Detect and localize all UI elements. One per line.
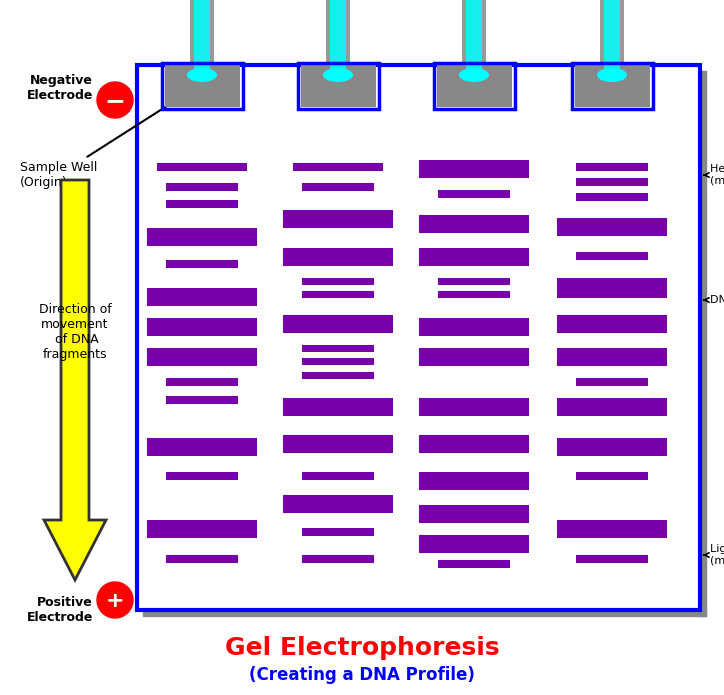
Bar [438,560,510,568]
Text: Positive
Electrode: Positive Electrode [27,596,93,624]
Text: Gel Electrophoresis: Gel Electrophoresis [224,636,500,660]
Bar [302,528,374,536]
Bar [557,520,667,538]
Bar [298,63,379,109]
Bar [419,505,529,523]
Bar [302,291,374,298]
Bar [194,0,210,70]
Text: Direction of
movement
 of DNA
fragments: Direction of movement of DNA fragments [38,303,111,361]
Bar [419,472,529,490]
Bar [437,65,511,107]
Bar [326,0,350,70]
Bar [157,163,247,171]
Ellipse shape [459,68,489,82]
Bar [147,348,257,366]
Bar [166,200,238,208]
Bar [166,396,238,404]
Bar [466,0,482,70]
Bar [557,218,667,236]
Text: Sample Well
(Origin): Sample Well (Origin) [20,92,188,189]
Bar [147,228,257,246]
Ellipse shape [187,68,217,82]
Bar [161,63,243,109]
Bar [302,472,374,480]
Bar [147,438,257,456]
Text: −: − [104,89,125,113]
Bar [330,0,346,70]
Bar [147,288,257,306]
Bar [190,0,214,70]
Bar [419,535,529,553]
Bar [575,65,649,107]
Bar [557,278,667,298]
Text: Negative
Electrode: Negative Electrode [27,74,93,102]
Bar [283,210,393,228]
Bar [293,163,383,171]
Bar [576,472,648,480]
Bar [419,435,529,453]
Bar [164,65,240,107]
Bar [604,0,620,70]
Text: Lightest Fragments
(move fastest): Lightest Fragments (move fastest) [704,544,724,566]
FancyArrow shape [44,180,106,580]
Bar [557,438,667,456]
Bar [137,65,700,610]
Bar [283,248,393,266]
Bar [300,65,376,107]
Bar [302,345,374,352]
Ellipse shape [597,68,627,82]
Bar [302,555,374,563]
Bar [147,520,257,538]
Bar [576,252,648,260]
Bar [302,278,374,285]
Bar [557,398,667,416]
Bar [557,348,667,366]
Bar [302,358,374,365]
Bar [302,372,374,379]
Text: DNA
Samples: DNA Samples [0,694,1,695]
Bar [576,163,648,171]
Ellipse shape [323,68,353,82]
Bar [166,555,238,563]
Bar [557,315,667,333]
Bar [571,63,652,109]
Bar [147,318,257,336]
Bar [166,472,238,480]
Bar [438,190,510,198]
Bar [166,260,238,268]
Bar [166,378,238,386]
Bar [419,160,529,178]
Bar [419,348,529,366]
Bar [576,378,648,386]
Text: Heaviest Fragments
(move slowest): Heaviest Fragments (move slowest) [704,164,724,186]
Bar [419,215,529,233]
Bar [434,63,515,109]
Text: (Creating a DNA Profile): (Creating a DNA Profile) [249,666,475,684]
Text: DNA Fragment: DNA Fragment [704,295,724,305]
Bar [283,435,393,453]
Bar [283,315,393,333]
Bar [576,193,648,201]
Bar [419,318,529,336]
Circle shape [97,582,133,618]
Bar [419,248,529,266]
Bar [419,398,529,416]
Bar [438,291,510,298]
Bar [600,0,624,70]
Bar [283,495,393,513]
Bar [576,555,648,563]
Bar [438,278,510,285]
Bar [283,398,393,416]
Bar [576,178,648,186]
Circle shape [97,82,133,118]
Bar [166,183,238,191]
Text: +: + [106,591,125,611]
Bar [462,0,486,70]
Bar [302,183,374,191]
